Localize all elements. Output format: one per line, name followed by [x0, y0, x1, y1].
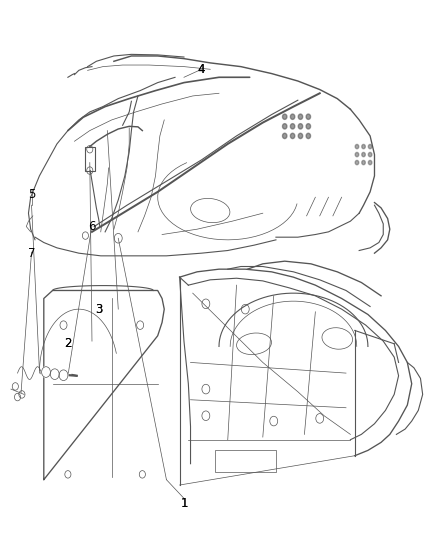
- Circle shape: [355, 152, 359, 157]
- Circle shape: [306, 114, 311, 119]
- Circle shape: [368, 160, 372, 165]
- Bar: [85, 147, 95, 171]
- Circle shape: [59, 370, 68, 381]
- Text: 2: 2: [64, 337, 72, 350]
- Text: 1: 1: [180, 497, 188, 510]
- Text: 4: 4: [198, 63, 205, 76]
- Circle shape: [368, 152, 372, 157]
- Circle shape: [298, 133, 303, 139]
- Text: 3: 3: [95, 303, 102, 316]
- Circle shape: [368, 144, 372, 149]
- Circle shape: [298, 114, 303, 119]
- Text: 1: 1: [180, 497, 188, 510]
- Text: 2: 2: [64, 337, 72, 350]
- Text: 5: 5: [28, 188, 35, 201]
- Circle shape: [355, 144, 359, 149]
- Circle shape: [298, 124, 303, 129]
- Circle shape: [290, 133, 295, 139]
- Circle shape: [362, 152, 365, 157]
- Circle shape: [283, 114, 287, 119]
- Text: 4: 4: [198, 63, 205, 76]
- Circle shape: [362, 144, 365, 149]
- Circle shape: [306, 133, 311, 139]
- Text: 3: 3: [95, 303, 102, 316]
- Circle shape: [50, 369, 59, 379]
- Circle shape: [355, 160, 359, 165]
- Circle shape: [283, 133, 287, 139]
- Bar: [215, 450, 276, 472]
- Circle shape: [283, 124, 287, 129]
- Circle shape: [290, 124, 295, 129]
- Circle shape: [42, 367, 50, 377]
- Circle shape: [362, 160, 365, 165]
- Text: 6: 6: [88, 220, 96, 233]
- Text: 7: 7: [28, 247, 35, 260]
- Circle shape: [290, 114, 295, 119]
- Circle shape: [306, 124, 311, 129]
